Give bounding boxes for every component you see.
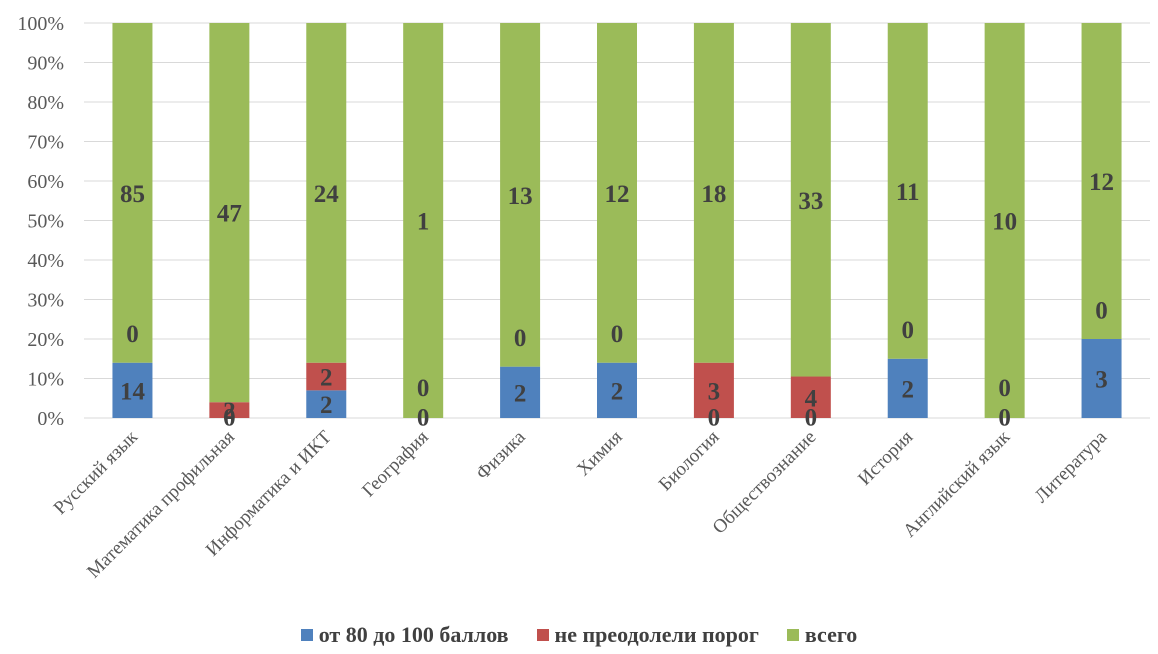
data-label: 0 bbox=[417, 375, 430, 402]
bar-segment-total bbox=[790, 23, 831, 377]
bar-segment-failed bbox=[306, 362, 347, 391]
data-label: 4 bbox=[805, 385, 818, 412]
x-tick-label: Биология bbox=[655, 427, 724, 496]
data-label: 33 bbox=[798, 188, 823, 215]
data-label: 3 bbox=[708, 378, 721, 405]
data-labels: 1408502472224001201320120318043320110010… bbox=[120, 169, 1114, 431]
legend-swatch-blue bbox=[300, 629, 313, 641]
y-tick-label: 50% bbox=[27, 211, 64, 233]
data-label: 0 bbox=[998, 404, 1011, 431]
data-label: 0 bbox=[417, 404, 430, 431]
legend-item-total: всего bbox=[786, 622, 858, 648]
data-label: 14 bbox=[120, 378, 146, 405]
data-label: 1 bbox=[417, 209, 430, 236]
y-tick-label: 80% bbox=[27, 92, 64, 114]
legend-label-failed: не преодолели порог bbox=[554, 622, 759, 647]
data-label: 0 bbox=[901, 317, 914, 344]
bar-segment-failed bbox=[790, 376, 831, 418]
bar-segment-high-score bbox=[1081, 339, 1122, 418]
data-label: 24 bbox=[314, 181, 340, 208]
bar-segment-total bbox=[984, 23, 1025, 418]
bar-segment-high-score bbox=[887, 358, 928, 418]
bar-segment-high-score bbox=[306, 390, 347, 418]
data-label: 2 bbox=[320, 365, 333, 392]
x-tick-label: Химия bbox=[573, 427, 627, 481]
bar-segment-total bbox=[112, 23, 153, 363]
data-label: 2 bbox=[901, 376, 914, 403]
bar-segment-total bbox=[306, 23, 347, 363]
bar-segment-total bbox=[209, 23, 250, 403]
bars bbox=[112, 23, 1122, 418]
data-label: 47 bbox=[217, 201, 242, 228]
x-tick-label: Физика bbox=[472, 426, 530, 484]
y-tick-label: 0% bbox=[37, 408, 64, 430]
bar-segment-high-score bbox=[112, 362, 153, 418]
bar-segment-total bbox=[693, 23, 734, 363]
bar-segment-total bbox=[403, 23, 444, 418]
legend-swatch-green bbox=[786, 629, 799, 641]
data-label: 2 bbox=[223, 398, 236, 425]
bar-segment-total bbox=[500, 23, 541, 367]
data-label: 0 bbox=[998, 375, 1011, 402]
x-tick-label: Русский язык bbox=[50, 426, 143, 519]
data-label: 12 bbox=[605, 181, 630, 208]
bar-segment-total bbox=[597, 23, 637, 363]
stacked-bar-chart: 0%10%20%30%40%50%60%70%80%90%100% 140850… bbox=[17, 13, 1150, 582]
y-tick-label: 40% bbox=[27, 250, 64, 272]
y-tick-label: 100% bbox=[17, 13, 64, 35]
data-label: 2 bbox=[514, 380, 527, 407]
x-tick-label: Обществознание bbox=[709, 427, 821, 539]
y-tick-label: 70% bbox=[27, 132, 64, 154]
data-label: 85 bbox=[120, 181, 145, 208]
bar-segment-high-score bbox=[500, 366, 541, 418]
data-label: 18 bbox=[701, 181, 726, 208]
data-label: 0 bbox=[223, 404, 236, 431]
data-label: 3 bbox=[1095, 367, 1108, 394]
legend-label-high-score: от 80 до 100 баллов bbox=[318, 622, 509, 647]
data-label: 2 bbox=[611, 378, 624, 405]
bar-segment-total bbox=[1081, 23, 1122, 339]
data-label: 0 bbox=[126, 321, 139, 348]
data-label: 13 bbox=[508, 183, 533, 210]
data-label: 12 bbox=[1089, 169, 1114, 196]
bar-segment-failed bbox=[693, 362, 734, 418]
legend-label-total: всего bbox=[804, 622, 858, 647]
y-tick-label: 20% bbox=[27, 329, 64, 351]
x-tick-label: Английский язык bbox=[899, 426, 1014, 541]
data-label: 0 bbox=[1095, 297, 1108, 324]
bar-segment-failed bbox=[209, 402, 250, 418]
data-label: 0 bbox=[708, 404, 721, 431]
x-tick-label: География bbox=[358, 427, 433, 502]
y-tick-label: 30% bbox=[27, 290, 64, 312]
data-label: 2 bbox=[320, 392, 333, 419]
x-tick-label: Литература bbox=[1031, 426, 1112, 507]
y-tick-label: 90% bbox=[27, 53, 64, 75]
y-tick-label: 60% bbox=[27, 171, 64, 193]
data-label: 10 bbox=[992, 209, 1017, 236]
legend-item-high-score: от 80 до 100 баллов bbox=[300, 622, 509, 648]
x-tick-label: История bbox=[854, 427, 917, 490]
y-tick-label: 10% bbox=[27, 369, 64, 391]
legend-item-failed: не преодолели порог bbox=[536, 622, 759, 648]
data-label: 11 bbox=[896, 179, 920, 206]
bar-segment-high-score bbox=[597, 362, 637, 418]
legend: от 80 до 100 баллов не преодолели порог … bbox=[0, 622, 1158, 648]
y-axis-ticks: 0% 10% 20% 30% 40% 50% 60% 70% 80% 90% 100% bbox=[17, 13, 64, 430]
data-label: 0 bbox=[514, 325, 527, 352]
data-label: 0 bbox=[611, 321, 624, 348]
data-label: 0 bbox=[805, 404, 818, 431]
bar-segment-total bbox=[887, 23, 928, 359]
legend-swatch-red bbox=[536, 629, 549, 641]
